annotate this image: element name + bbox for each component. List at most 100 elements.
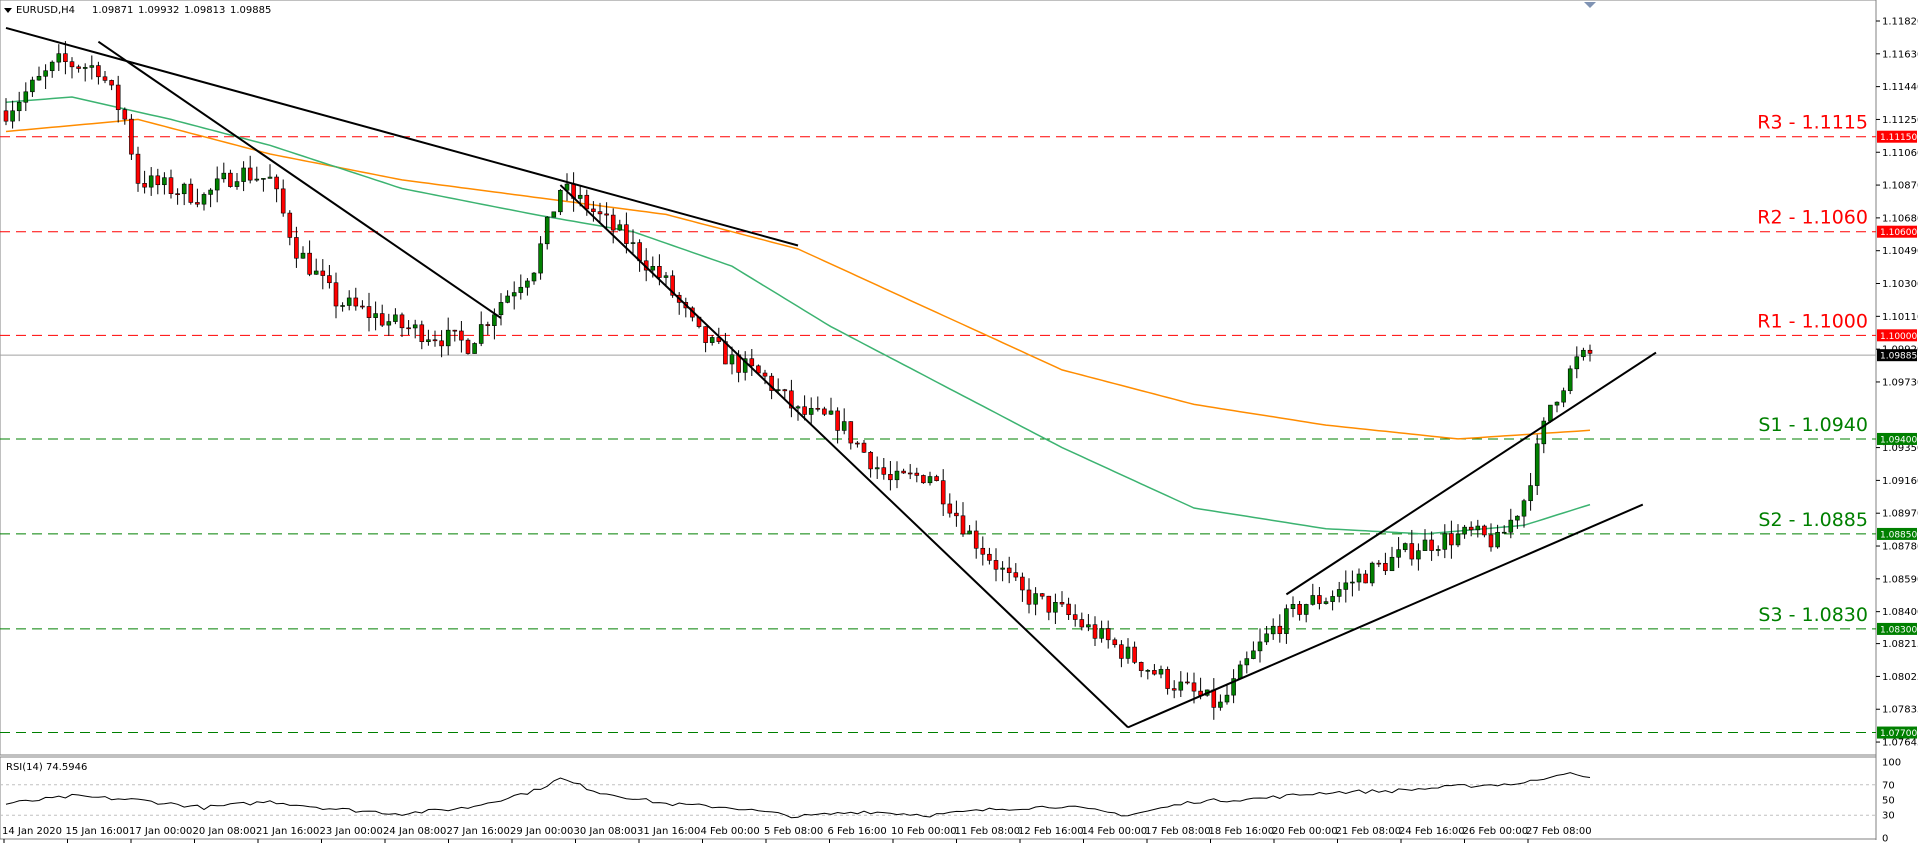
candle-body <box>1336 589 1342 597</box>
candle-body <box>1369 562 1375 584</box>
candle-body <box>142 183 147 188</box>
candle-body <box>228 172 233 187</box>
date-tick-label: 17 Jan 00:00 <box>129 826 192 837</box>
candle-body <box>577 194 583 199</box>
candle-body <box>1046 595 1052 613</box>
trendline <box>1285 351 1657 596</box>
candle-body <box>162 177 167 186</box>
candle-body <box>3 110 9 122</box>
price-tick-label: 1.09730 <box>1882 377 1918 388</box>
candle-body <box>894 470 900 481</box>
candle-body <box>1574 356 1580 370</box>
levels-layer: R3 - 1.1115 R2 - 1.1060 R1 - 1.1000 S1 - 1.… <box>0 112 1876 734</box>
date-tick-label: 18 Feb 16:00 <box>1209 826 1275 837</box>
candle-body <box>1508 519 1514 533</box>
candle-body <box>1435 549 1441 551</box>
candle-body <box>940 480 946 505</box>
candle-body <box>1383 563 1388 572</box>
trendline <box>559 184 1129 729</box>
price-tick-label: 1.11060 <box>1882 148 1918 159</box>
candle-body <box>221 172 227 180</box>
candle-body <box>1396 549 1401 558</box>
date-tick-label: 29 Jan 00:00 <box>510 826 573 837</box>
candle-body <box>241 167 246 182</box>
main-plot-area[interactable] <box>0 0 1877 756</box>
date-tick-label: 21 Feb 08:00 <box>1336 826 1402 837</box>
candle-body <box>1224 694 1230 703</box>
date-tick-label: 26 Feb 00:00 <box>1463 826 1529 837</box>
candle-body <box>1178 681 1184 691</box>
candle-body <box>729 354 735 365</box>
candle-body <box>1039 593 1045 597</box>
candle-body <box>749 358 755 367</box>
candle-body <box>538 243 543 274</box>
candle-body <box>10 110 15 122</box>
price-tick-label: 1.09350 <box>1882 443 1918 454</box>
candle-body <box>36 75 42 81</box>
candle-body <box>485 324 491 326</box>
trendlines-layer <box>5 26 1657 729</box>
candle-body <box>802 406 807 415</box>
date-tick-label: 31 Jan 16:00 <box>637 826 700 837</box>
level-label: S3 - 1.0830 <box>1758 604 1868 626</box>
date-tick-label: 6 Feb 16:00 <box>828 826 887 837</box>
candle-body <box>954 512 959 517</box>
candle-body <box>1132 646 1137 663</box>
candle-body <box>822 408 827 415</box>
candle-body <box>102 76 108 81</box>
candle-body <box>327 275 332 284</box>
date-tick-label: 21 Jan 16:00 <box>256 826 319 837</box>
candle-body <box>980 547 986 555</box>
candle-body <box>412 324 418 329</box>
candle-body <box>1501 531 1507 534</box>
candle-body <box>1297 603 1302 615</box>
rsi-label: RSI(14) 74.5946 <box>6 762 87 773</box>
candle-body <box>551 211 557 218</box>
candle-body <box>1105 628 1111 641</box>
candle-body <box>624 224 629 244</box>
candle-body <box>1488 534 1494 548</box>
candle-body <box>379 313 385 326</box>
date-tick-label: 10 Feb 00:00 <box>891 826 957 837</box>
candle-body <box>234 181 240 187</box>
candle-body <box>1409 543 1415 560</box>
candle-body <box>439 340 444 347</box>
price-tick-label: 1.07835 <box>1882 705 1918 716</box>
level-label: R3 - 1.1115 <box>1757 112 1868 134</box>
candle-body <box>115 84 121 111</box>
candle-body <box>168 177 174 194</box>
shift-marker-icon[interactable] <box>1584 2 1596 8</box>
price-tick-label: 1.10680 <box>1882 213 1918 224</box>
candle-body <box>1237 664 1243 679</box>
candle-body <box>973 530 979 549</box>
candle-body <box>373 313 378 318</box>
rsi-tick-label: 100 <box>1882 758 1901 769</box>
level-price-box <box>1877 130 1917 143</box>
candle-body <box>1350 581 1355 584</box>
candle-body <box>1211 689 1217 708</box>
candle-body <box>762 372 768 377</box>
candle-body <box>1515 515 1520 521</box>
candle-body <box>195 202 200 205</box>
candle-body <box>320 270 326 276</box>
rsi-plot-area[interactable] <box>0 756 1877 840</box>
rsi-line <box>5 772 1591 819</box>
candle-body <box>1495 531 1500 548</box>
date-tick-label: 27 Feb 08:00 <box>1526 826 1592 837</box>
date-tick-label: 20 Jan 08:00 <box>193 826 256 837</box>
candle-body <box>914 472 920 476</box>
candle-body <box>23 91 29 103</box>
candle-body <box>1185 681 1190 684</box>
date-tick-label: 23 Jan 00:00 <box>320 826 383 837</box>
candle-body <box>525 280 530 288</box>
price-tick-label: 1.07645 <box>1882 738 1918 749</box>
candle-body <box>452 329 458 332</box>
candle-body <box>650 266 656 271</box>
candle-body <box>1013 572 1019 578</box>
candle-body <box>340 305 345 307</box>
chevron-down-icon[interactable] <box>4 8 12 13</box>
trendline <box>1127 503 1644 729</box>
candle-body <box>254 178 260 181</box>
